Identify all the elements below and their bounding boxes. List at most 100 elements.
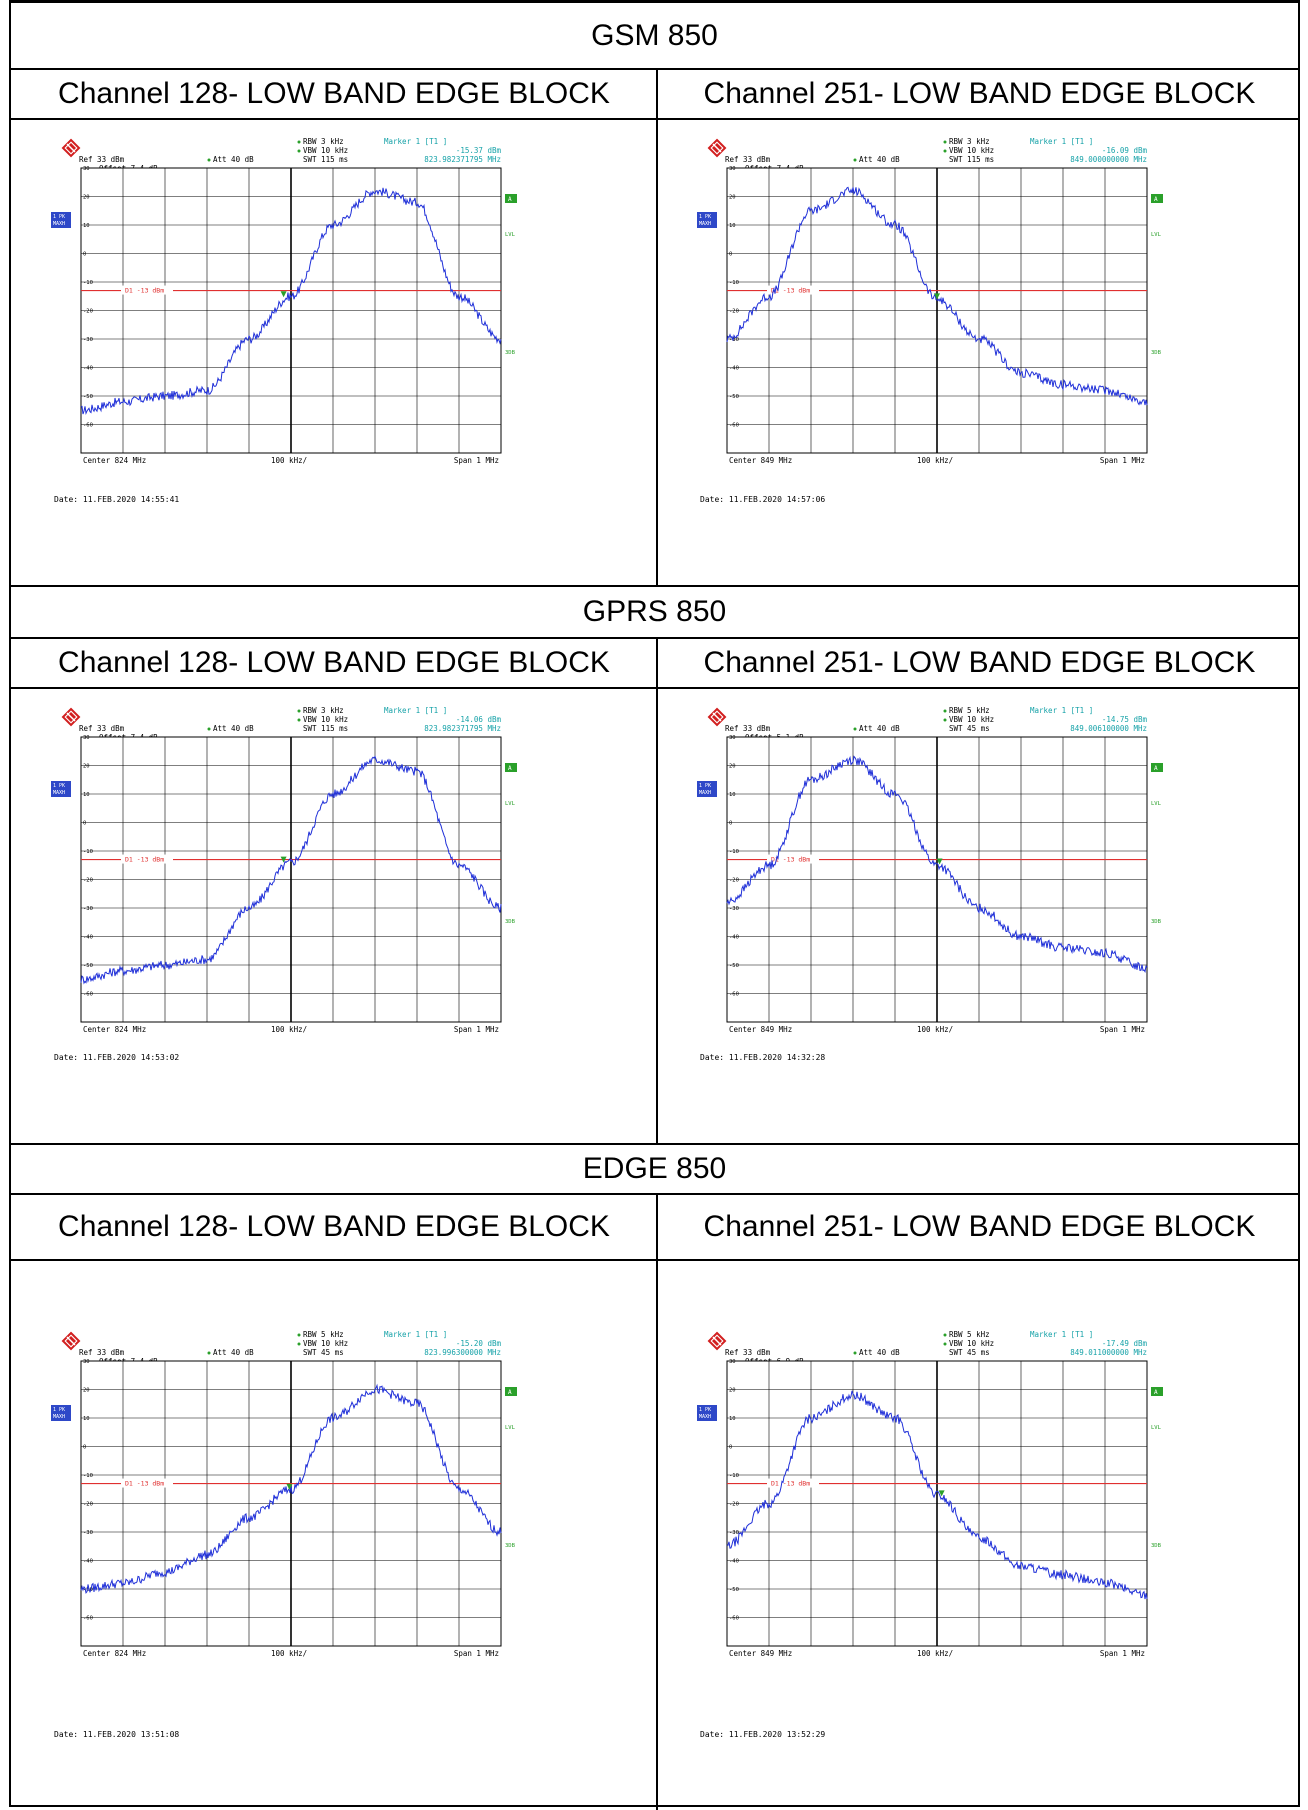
y-tick-label: 0 xyxy=(729,1445,732,1451)
vbw-label: VBW 10 kHz xyxy=(303,1339,348,1348)
y-tick-label: 20 xyxy=(83,195,90,201)
plot-grid: 30 20 10 0 -10 -20 -30 -40 -50 -60 xyxy=(80,166,502,454)
rbw-label: RBW 3 kHz xyxy=(303,706,344,715)
y-tick-label: -20 xyxy=(729,309,739,315)
ref-level: Ref 33 dBm xyxy=(79,155,125,164)
marker-point xyxy=(936,858,943,865)
y-tick-label: -50 xyxy=(729,963,739,969)
center-frequency: Center 849 MHz xyxy=(729,1649,792,1658)
marker-title: Marker 1 [T1 ] xyxy=(1030,137,1093,146)
limit-line-label: D1 -13 dBm xyxy=(771,1480,810,1488)
param-dot xyxy=(297,709,301,713)
spectrum-trace xyxy=(726,755,1148,973)
center-frequency: Center 849 MHz xyxy=(729,1025,792,1034)
column-divider xyxy=(656,1261,658,1810)
center-frequency: Center 824 MHz xyxy=(83,456,146,465)
limit-line-label: D1 -13 dBm xyxy=(125,287,164,295)
spectrum-plot: RBW 3 kHz VBW 10 kHz SWT 115 ms Marker 1 [T… xyxy=(51,697,651,1127)
marker-level: -15.37 dBm xyxy=(456,146,502,155)
marker-level: -16.09 dBm xyxy=(1102,146,1148,155)
ref-level: Ref 33 dBm xyxy=(725,1348,771,1357)
param-dot xyxy=(207,158,211,162)
channel-heading: Channel 251- LOW BAND EDGE BLOCK xyxy=(703,646,1256,679)
svg-text:A: A xyxy=(508,1389,512,1396)
lvl-label: LVL xyxy=(1151,1425,1162,1431)
lvl-label: LVL xyxy=(505,232,516,238)
svg-text:A: A xyxy=(508,765,512,772)
marker-title: Marker 1 [T1 ] xyxy=(1030,1330,1093,1339)
y-tick-label: -50 xyxy=(83,963,93,969)
trace-box-1: 1 PK xyxy=(53,214,65,220)
capture-date: Date: 11.FEB.2020 14:55:41 xyxy=(54,495,180,504)
limit-line-label: D1 -13 dBm xyxy=(771,856,810,864)
y-tick-label: -20 xyxy=(729,878,739,884)
marker-freq: 849.011000000 MHz xyxy=(1070,1348,1147,1357)
y-tick-label: -60 xyxy=(729,992,739,998)
swt-label: SWT 115 ms xyxy=(303,724,348,733)
side-a-indicator: A xyxy=(1151,763,1163,772)
results-table: GSM 850 Channel 128- LOW BAND EDGE BLOCK C… xyxy=(9,0,1300,1810)
ref-level: Ref 33 dBm xyxy=(725,724,771,733)
spectrum-trace xyxy=(726,186,1148,406)
param-dot xyxy=(297,149,301,153)
spectrum-trace xyxy=(80,187,502,415)
y-tick-label: -10 xyxy=(729,280,739,286)
column-divider xyxy=(656,639,658,687)
trace-box-2: MAXH xyxy=(53,790,65,796)
marker-point xyxy=(938,1490,945,1497)
attenuation: Att 40 dB xyxy=(859,724,900,733)
trace-box-2: MAXH xyxy=(699,221,711,227)
marker-level: -14.06 dBm xyxy=(456,715,502,724)
y-tick-label: -40 xyxy=(729,935,739,941)
marker-freq: 823.982371795 MHz xyxy=(424,724,501,733)
marker-level: -15.20 dBm xyxy=(456,1339,502,1348)
marker-point xyxy=(280,291,287,298)
y-tick-label: 0 xyxy=(729,821,732,827)
limit-line-label: D1 -13 dBm xyxy=(125,1480,164,1488)
trace-box-2: MAXH xyxy=(53,1414,65,1420)
ref-level: Ref 33 dBm xyxy=(79,1348,125,1357)
column-divider xyxy=(656,1195,658,1259)
rbw-label: RBW 3 kHz xyxy=(303,137,344,146)
column-divider xyxy=(656,689,658,1143)
attenuation: Att 40 dB xyxy=(213,155,254,164)
plot-cell: RBW 3 kHz VBW 10 kHz SWT 115 ms Marker 1 [T… xyxy=(11,120,657,585)
column-divider xyxy=(656,120,658,585)
y-tick-label: -50 xyxy=(729,394,739,400)
rs-logo-icon xyxy=(707,707,727,727)
3db-label: 3DB xyxy=(505,350,516,356)
marker-point xyxy=(286,1483,293,1490)
y-tick-label: -60 xyxy=(83,423,93,429)
y-tick-label: -10 xyxy=(83,280,93,286)
marker-title: Marker 1 [T1 ] xyxy=(1030,706,1093,715)
ref-level: Ref 33 dBm xyxy=(79,724,125,733)
channel-heading: Channel 251- LOW BAND EDGE BLOCK xyxy=(703,77,1256,110)
lvl-label: LVL xyxy=(505,801,516,807)
frequency-division: 100 kHz/ xyxy=(917,456,953,465)
y-tick-label: 20 xyxy=(729,764,736,770)
y-tick-label: -60 xyxy=(83,992,93,998)
y-tick-label: -40 xyxy=(729,1559,739,1565)
y-tick-label: -60 xyxy=(83,1616,93,1622)
attenuation: Att 40 dB xyxy=(213,1348,254,1357)
trace-box-2: MAXH xyxy=(699,1414,711,1420)
attenuation: Att 40 dB xyxy=(859,1348,900,1357)
y-tick-label: -60 xyxy=(729,423,739,429)
side-a-indicator: A xyxy=(505,194,517,203)
vbw-label: VBW 10 kHz xyxy=(303,715,348,724)
limit-line-label: D1 -13 dBm xyxy=(771,287,810,295)
capture-date: Date: 11.FEB.2020 14:32:28 xyxy=(700,1053,826,1062)
y-tick-label: 0 xyxy=(729,252,732,258)
capture-date: Date: 11.FEB.2020 13:51:08 xyxy=(54,1730,180,1739)
side-a-indicator: A xyxy=(505,1387,517,1396)
rs-logo-icon xyxy=(61,707,81,727)
frequency-span: Span 1 MHz xyxy=(1100,1649,1145,1658)
swt-label: SWT 115 ms xyxy=(303,155,348,164)
plot-row: RBW 3 kHz VBW 10 kHz SWT 115 ms Marker 1 [T… xyxy=(11,689,1298,1145)
section-title: GPRS 850 xyxy=(582,595,727,628)
plot-grid: 30 20 10 0 -10 -20 -30 -40 -50 -60 xyxy=(726,735,1148,1023)
section-title-row: GSM 850 xyxy=(11,3,1298,70)
vbw-label: VBW 10 kHz xyxy=(949,146,994,155)
